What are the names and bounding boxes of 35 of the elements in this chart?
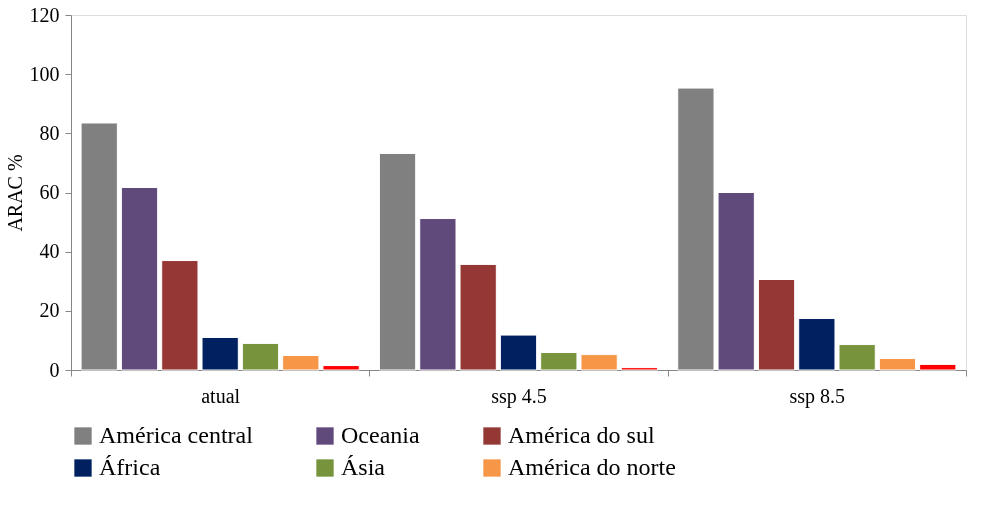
x-tick-label: atual <box>201 384 241 407</box>
bar <box>838 344 876 371</box>
bar <box>878 357 917 371</box>
y-tick-label: 100 <box>29 62 60 85</box>
bar <box>798 318 836 371</box>
bar <box>419 218 457 371</box>
y-tick-label: 40 <box>39 240 60 263</box>
legend-label: África <box>99 454 161 480</box>
y-axis-title: ARAC % <box>3 154 26 232</box>
bar <box>499 334 538 371</box>
legend-label: Ásia <box>341 454 386 480</box>
x-tick-label: ssp 8.5 <box>789 384 846 408</box>
bar <box>757 278 796 371</box>
x-tick-label: ssp 4.5 <box>491 384 547 408</box>
y-tick-label: 0 <box>49 358 60 381</box>
bar <box>241 342 280 371</box>
legend-label: América do norte <box>508 454 676 480</box>
bar <box>620 367 659 371</box>
bar <box>322 365 360 371</box>
legend-label: América central <box>99 422 254 448</box>
y-tick-label: 80 <box>39 121 60 144</box>
y-tick-label: 20 <box>39 299 60 322</box>
legend-label: América do sul <box>508 422 655 448</box>
bar <box>201 336 239 371</box>
bar <box>717 192 755 371</box>
legend-label: Oceania <box>341 422 420 448</box>
bar <box>161 260 199 371</box>
bar <box>580 354 618 371</box>
y-tick-label: 120 <box>29 3 60 26</box>
bar <box>282 355 320 371</box>
bar <box>540 352 578 371</box>
bar <box>459 263 497 371</box>
bar <box>919 363 957 371</box>
y-tick-label: 60 <box>39 181 60 203</box>
bar <box>120 186 159 371</box>
